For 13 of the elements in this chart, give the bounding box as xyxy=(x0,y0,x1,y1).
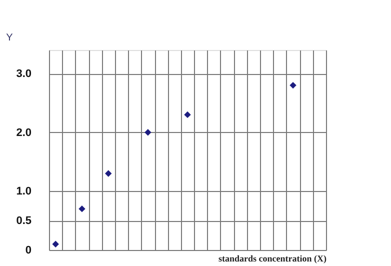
y-tick-label: 2.0 xyxy=(16,126,32,139)
y-tick-label: 1.0 xyxy=(16,186,32,198)
y-tick-label: 0 xyxy=(25,244,32,256)
y-tick-label: 0.5 xyxy=(16,215,32,228)
x-axis-title: standards concentration (X) xyxy=(218,254,326,264)
point xyxy=(52,240,59,248)
point xyxy=(290,82,296,89)
point xyxy=(78,205,86,212)
point xyxy=(105,170,112,177)
point xyxy=(184,111,191,118)
y-axis-title: Y xyxy=(6,32,14,44)
point xyxy=(144,129,152,136)
y-tick-label: 3.0 xyxy=(16,68,32,80)
